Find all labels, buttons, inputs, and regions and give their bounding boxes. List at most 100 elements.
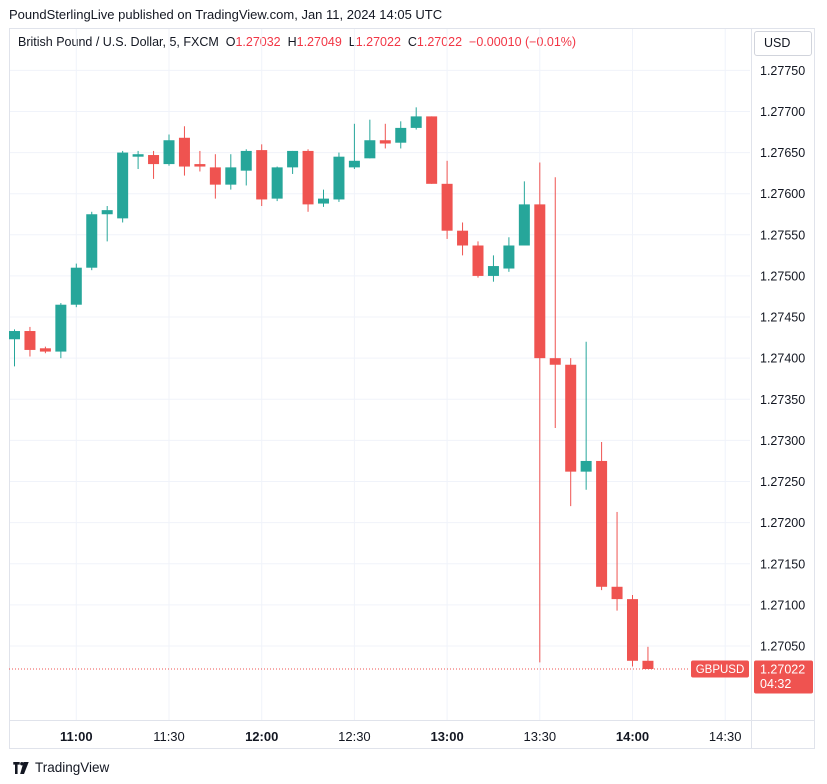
footer-brand-text: TradingView <box>35 760 110 775</box>
candle-up <box>395 121 407 149</box>
candle-body <box>642 660 654 670</box>
candle-body <box>627 599 638 661</box>
candle-down <box>565 358 577 507</box>
candle-body <box>333 156 345 200</box>
price-tick-label: 1.27350 <box>760 393 805 407</box>
candle-body <box>318 198 329 204</box>
price-tick-label: 1.27150 <box>760 557 805 571</box>
candle-up <box>287 150 299 174</box>
candle-down <box>457 222 469 256</box>
candle-down <box>39 346 51 354</box>
candle-up <box>225 154 237 190</box>
candle-down <box>148 150 160 179</box>
candle-up <box>364 119 376 159</box>
candle-body <box>472 245 484 276</box>
price-tick-label: 1.27550 <box>760 228 805 242</box>
candle-body <box>426 116 438 184</box>
candle-body <box>364 140 376 159</box>
time-tick-label: 13:00 <box>430 729 463 744</box>
candle-body <box>9 331 20 340</box>
last-price-label: 1.27022 <box>760 663 805 677</box>
candle-body <box>549 358 561 365</box>
currency-button[interactable]: USD <box>754 31 812 56</box>
tradingview-logo-icon <box>13 761 29 774</box>
price-tick-label: 1.27650 <box>760 146 805 160</box>
candle-body <box>395 127 407 143</box>
candle-body <box>596 460 608 587</box>
candle-body <box>194 164 206 167</box>
price-tick-label: 1.27250 <box>760 475 805 489</box>
candle-up <box>240 149 252 186</box>
candle-up <box>9 329 20 367</box>
candle-body <box>580 460 592 472</box>
candle-down <box>426 116 438 184</box>
candle-body <box>70 267 82 305</box>
candle-down <box>596 442 608 591</box>
candle-down <box>642 646 654 670</box>
candle-body <box>302 150 314 205</box>
candle-body <box>101 210 113 215</box>
candle-up <box>580 341 592 490</box>
time-tick-label: 14:00 <box>616 729 649 744</box>
candle-up <box>70 263 82 308</box>
candle-body <box>348 160 360 168</box>
high-label: H <box>287 35 297 49</box>
candle-up <box>348 123 360 170</box>
candle-down <box>302 149 314 212</box>
candle-body <box>132 154 144 157</box>
candle-body <box>209 167 221 185</box>
candle-body <box>441 183 453 231</box>
candle-down <box>24 326 36 357</box>
candle-body <box>518 204 530 246</box>
time-tick-label: 12:00 <box>245 729 278 744</box>
time-tick-label: 14:30 <box>709 729 742 744</box>
candle-up <box>117 150 129 223</box>
candle-body <box>457 230 469 246</box>
candle-down <box>379 123 391 149</box>
price-tick-label: 1.27400 <box>760 352 805 366</box>
candle-down <box>611 511 623 611</box>
candle-down <box>472 241 484 278</box>
price-tick-label: 1.27500 <box>760 269 805 283</box>
candle-body <box>410 116 422 128</box>
candle-body <box>178 137 190 167</box>
candle-body <box>487 266 499 276</box>
candle-up <box>86 211 98 271</box>
candle-up <box>333 152 345 202</box>
price-tick-label: 1.27200 <box>760 516 805 530</box>
candle-up <box>503 237 515 272</box>
candle-body <box>240 150 252 171</box>
close-value: 1.27022 <box>416 35 463 49</box>
candle-up <box>518 181 530 246</box>
last-price-tag: 1.27022 04:32 <box>754 660 813 694</box>
publisher-line: PoundSterlingLive published on TradingVi… <box>9 7 443 22</box>
symbol-price-tag: GBPUSD <box>691 660 749 678</box>
candle-body <box>287 150 299 168</box>
candle-up <box>318 189 329 207</box>
candle-body <box>534 204 546 359</box>
candle-down <box>549 177 561 429</box>
price-tick-label: 1.27050 <box>760 639 805 653</box>
low-label: L <box>348 35 356 49</box>
candle-down <box>627 595 638 667</box>
candle-up <box>271 166 283 202</box>
time-tick-label: 11:30 <box>153 729 185 744</box>
candle-body <box>39 348 51 352</box>
candle-up <box>410 107 422 130</box>
candle-body <box>611 586 623 600</box>
bar-countdown: 04:32 <box>760 677 791 691</box>
candle-up <box>132 150 144 170</box>
candle-down <box>209 154 221 199</box>
candles <box>9 107 654 670</box>
price-tick-label: 1.27100 <box>760 598 805 612</box>
low-value: 1.27022 <box>355 35 401 49</box>
footer-brand[interactable]: TradingView <box>12 760 109 775</box>
candle-up <box>163 134 175 166</box>
price-tick-label: 1.27600 <box>760 187 805 201</box>
candle-body <box>503 245 515 269</box>
candle-down <box>441 160 453 239</box>
close-label: C <box>407 35 417 49</box>
candle-up <box>55 303 67 359</box>
candle-up <box>487 255 499 282</box>
